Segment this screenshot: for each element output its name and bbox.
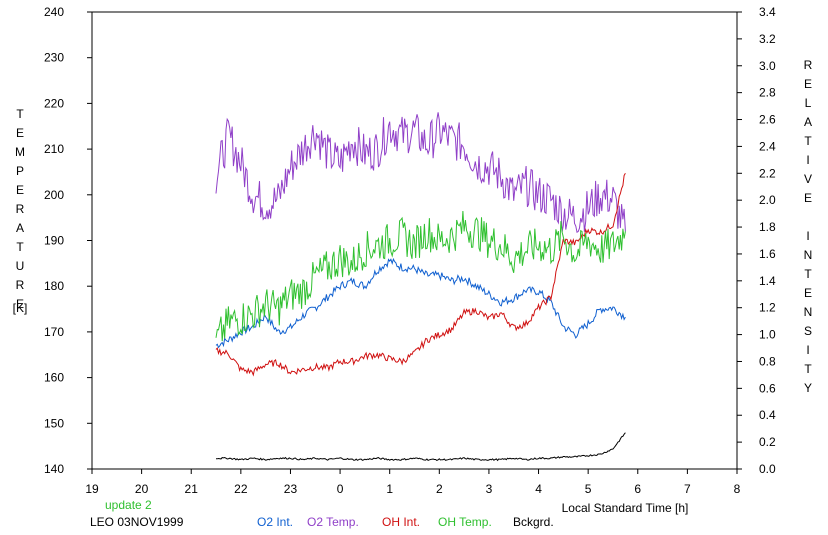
left-axis-letter: E <box>16 297 24 311</box>
x-tick-label: 21 <box>185 482 199 496</box>
right-axis-letter: E <box>804 77 812 91</box>
right-tick-label: 0.8 <box>759 354 776 368</box>
left-axis-letter: E <box>16 183 24 197</box>
right-axis-letter: T <box>804 267 812 281</box>
right-axis-letter: Y <box>804 381 812 395</box>
right-tick-label: 1.6 <box>759 247 776 261</box>
x-tick-label: 2 <box>436 482 443 496</box>
legend-item-oh-int: OH Int. <box>382 515 420 529</box>
left-tick-label: 210 <box>44 142 64 156</box>
right-axis-letter: V <box>804 172 812 186</box>
update-note: update 2 <box>105 498 152 512</box>
right-tick-label: 1.4 <box>759 274 776 288</box>
right-tick-label: 1.2 <box>759 301 776 315</box>
legend-item-bckgrd: Bckgrd. <box>513 515 554 529</box>
x-tick-label: 7 <box>684 482 691 496</box>
right-axis-letter: T <box>804 134 812 148</box>
left-tick-label: 160 <box>44 371 64 385</box>
x-axis-label: Local Standard Time [h] <box>562 501 689 515</box>
left-tick-label: 180 <box>44 279 64 293</box>
right-tick-label: 0.2 <box>759 435 776 449</box>
x-tick-label: 8 <box>734 482 741 496</box>
right-axis-letter: A <box>804 115 812 129</box>
right-axis-letter: E <box>804 191 812 205</box>
right-tick-label: 2.2 <box>759 166 776 180</box>
series-layer <box>215 112 626 462</box>
left-axis-ticks: 140 150 160 170 180 190 200 210 220 230 240 <box>44 5 92 476</box>
x-tick-label: 4 <box>535 482 542 496</box>
left-axis-letter: P <box>16 164 24 178</box>
right-axis-letter: I <box>806 153 809 167</box>
right-axis-ticks: 0.0 0.2 0.4 0.6 0.8 1.0 1.2 1.4 1.6 1.8 2.0 2.2 2.4 2… <box>737 5 776 476</box>
left-tick-label: 230 <box>44 51 64 65</box>
x-tick-label: 23 <box>284 482 298 496</box>
left-tick-label: 190 <box>44 234 64 248</box>
left-axis-letter: U <box>16 259 25 273</box>
right-tick-label: 3.4 <box>759 5 776 19</box>
legend-item-oh-temp: OH Temp. <box>438 515 492 529</box>
right-tick-label: 2.6 <box>759 113 776 127</box>
x-axis-ticks: 19 20 21 22 23 0 1 2 3 4 5 6 7 8 <box>85 469 741 496</box>
series-line-oh-temp <box>215 210 626 342</box>
left-axis-letter: R <box>16 202 25 216</box>
legend-item-o2-int: O2 Int. <box>257 515 293 529</box>
x-tick-label: 1 <box>386 482 393 496</box>
right-axis-letter: T <box>804 362 812 376</box>
right-axis-letter: N <box>804 305 813 319</box>
right-axis-letter: I <box>806 343 809 357</box>
right-tick-label: 0.6 <box>759 381 776 395</box>
left-tick-label: 240 <box>44 5 64 19</box>
station-date: LEO 03NOV1999 <box>90 515 184 529</box>
left-axis-letter: M <box>15 145 25 159</box>
right-tick-label: 3.0 <box>759 59 776 73</box>
right-tick-label: 0.0 <box>759 462 776 476</box>
right-tick-label: 2.4 <box>759 139 776 153</box>
left-axis-letter: A <box>16 221 24 235</box>
left-axis-letter: T <box>16 107 24 121</box>
x-tick-label: 0 <box>337 482 344 496</box>
left-axis-letter: T <box>16 240 24 254</box>
x-tick-label: 20 <box>135 482 149 496</box>
left-axis-letter: R <box>16 278 25 292</box>
right-tick-label: 3.2 <box>759 32 776 46</box>
right-tick-label: 2.0 <box>759 193 776 207</box>
x-tick-label: 22 <box>234 482 248 496</box>
series-line-o2-temp <box>215 112 626 233</box>
left-tick-label: 220 <box>44 96 64 110</box>
series-line-oh-int <box>215 173 626 377</box>
right-tick-label: 2.8 <box>759 86 776 100</box>
right-axis-letter: R <box>804 58 813 72</box>
right-axis-letter: S <box>804 324 812 338</box>
left-axis-letter: E <box>16 126 24 140</box>
right-axis-letter: N <box>804 248 813 262</box>
right-axis-letter: I <box>806 229 809 243</box>
right-tick-label: 0.4 <box>759 408 776 422</box>
left-axis-unit: [K] <box>13 301 28 315</box>
left-tick-label: 140 <box>44 462 64 476</box>
left-tick-label: 170 <box>44 325 64 339</box>
x-tick-label: 3 <box>486 482 493 496</box>
left-tick-label: 150 <box>44 416 64 430</box>
right-tick-label: 1.8 <box>759 220 776 234</box>
right-axis-letter: L <box>805 96 812 110</box>
legend: O2 Int. O2 Temp. OH Int. OH Temp. Bckgrd. <box>257 515 554 529</box>
right-axis-letter: E <box>804 286 812 300</box>
x-tick-label: 5 <box>585 482 592 496</box>
left-tick-label: 200 <box>44 188 64 202</box>
x-tick-label: 19 <box>85 482 99 496</box>
series-line-bckgrd <box>216 432 626 462</box>
series-line-o2-int <box>215 257 626 349</box>
x-tick-label: 6 <box>634 482 641 496</box>
right-tick-label: 1.0 <box>759 328 776 342</box>
legend-item-o2-temp: O2 Temp. <box>307 515 359 529</box>
